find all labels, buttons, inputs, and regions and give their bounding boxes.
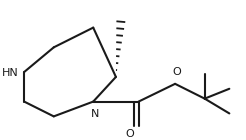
Text: N: N <box>91 109 99 119</box>
Text: HN: HN <box>2 68 19 78</box>
Text: O: O <box>173 67 182 77</box>
Text: O: O <box>125 129 134 139</box>
